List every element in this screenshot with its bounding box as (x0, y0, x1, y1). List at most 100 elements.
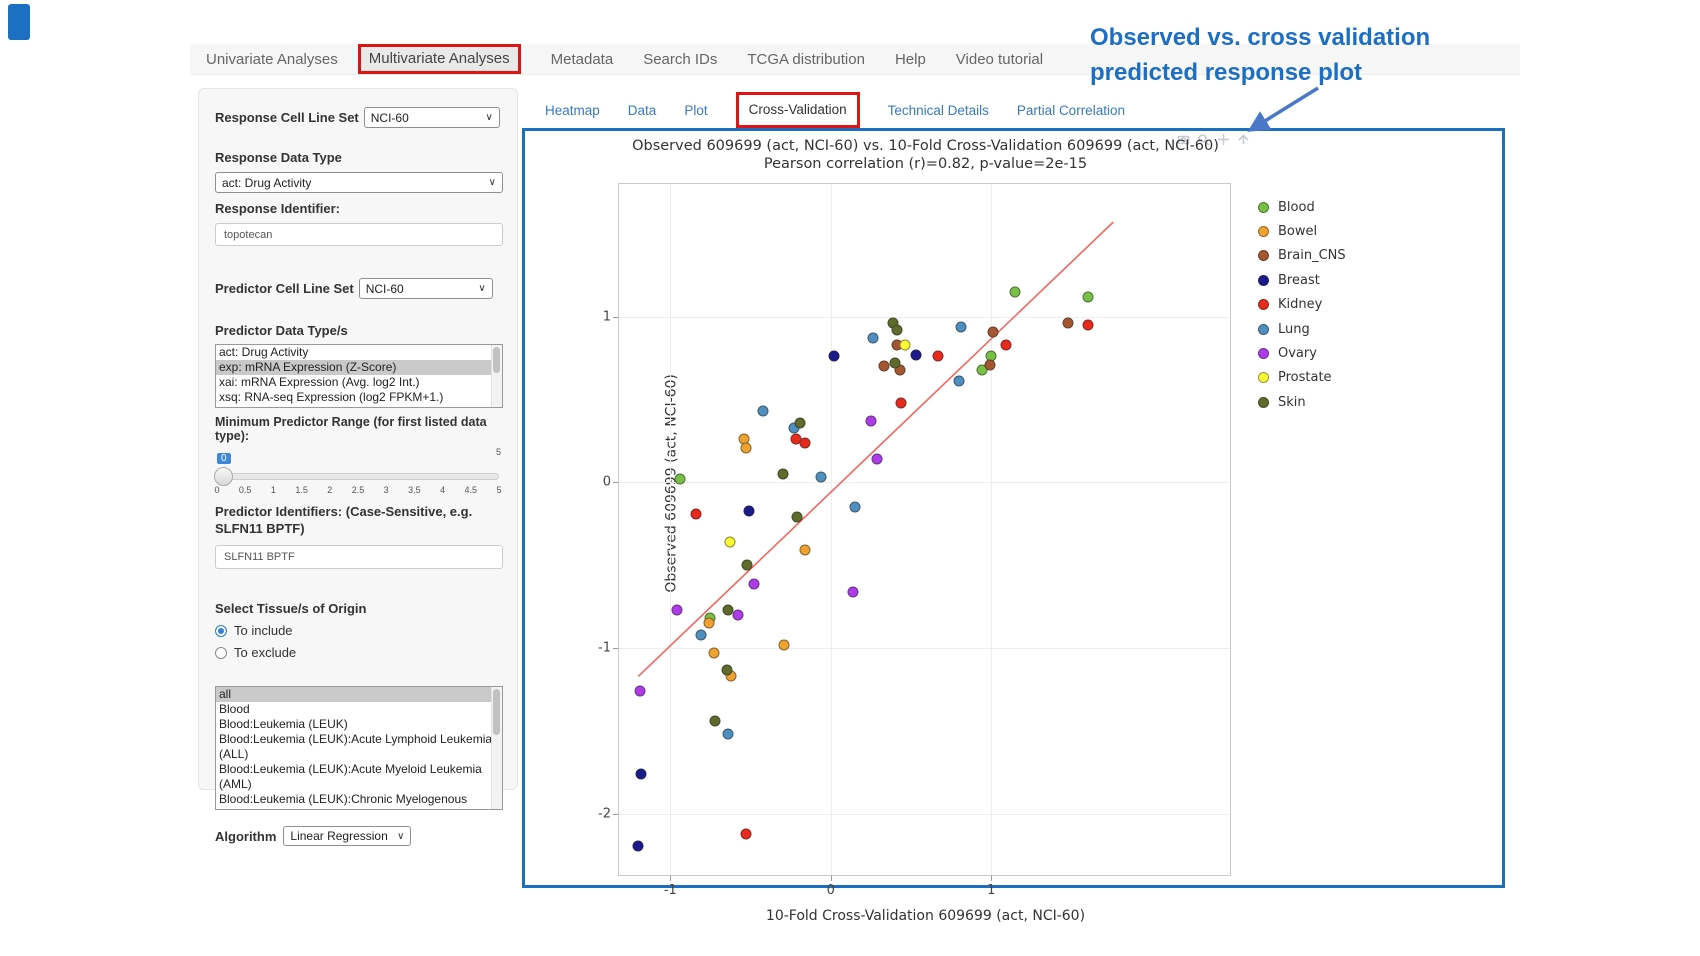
response-data-type-select[interactable]: act: Drug Activity ∨ (215, 172, 503, 193)
result-tabs: Heatmap Data Plot Cross-Validation Technical… (545, 92, 1153, 128)
slider-tick-label: 3 (383, 485, 389, 495)
tab-technical-details[interactable]: Technical Details (887, 102, 989, 118)
tissue-legend: Blood Bowel Brain_CNS Breast Kidney Lung Ovary… (1258, 195, 1346, 415)
annotation-arrow-icon (1247, 86, 1319, 132)
list-option[interactable]: Blood:Leukemia (LEUK):Acute Lymphoid Leu… (219, 732, 493, 761)
legend-item-kidney[interactable]: Kidney (1258, 293, 1346, 317)
radio-icon (215, 646, 227, 659)
radio-to-include[interactable]: To include (215, 623, 501, 638)
y-tick-label: 0 (602, 474, 611, 490)
min-predictor-range-slider: 5 0 0 0.5 1 1.5 2 2.5 3 3.5 4 4.5 5 (214, 447, 502, 497)
nav-tab-video-tutorial[interactable]: Video tutorial (955, 50, 1044, 68)
tab-partial-correlation[interactable]: Partial Correlation (1016, 102, 1125, 118)
tissue-listbox[interactable]: all Blood Blood:Leukemia (LEUK) Blood:Leuke… (215, 686, 503, 810)
data-point-lung (722, 728, 734, 740)
data-point-breast (828, 350, 840, 362)
scatter-plot-area: Observed 609699 (act, NCI-60) 10-Fold Cr… (598, 183, 1231, 924)
legend-item-breast[interactable]: Breast (1258, 268, 1346, 292)
legend-item-skin[interactable]: Skin (1258, 390, 1346, 414)
camera-icon[interactable] (1177, 133, 1190, 146)
slider-tick-label: 2 (327, 485, 333, 495)
x-gridline (670, 184, 672, 875)
predictor-data-types-listbox[interactable]: act: Drug Activity exp: mRNA Expression (… (215, 344, 503, 408)
slider-handle[interactable] (214, 467, 233, 486)
data-point-prostate (724, 536, 736, 548)
x-tickmark (991, 876, 993, 881)
reset-axes-icon[interactable] (1237, 133, 1250, 146)
data-point-lung (695, 629, 707, 641)
predictor-data-types-label: Predictor Data Type/s (215, 323, 348, 338)
slider-tick-label: 4 (440, 485, 446, 495)
legend-color-dot (1258, 201, 1269, 213)
legend-color-dot (1258, 323, 1269, 335)
response-data-type-value: act: Drug Activity (222, 175, 312, 190)
y-tick-label: -1 (598, 640, 611, 656)
list-option[interactable]: Blood (219, 702, 250, 716)
tab-cross-validation[interactable]: Cross-Validation (748, 102, 847, 117)
predictor-cell-line-set-label: Predictor Cell Line Set (215, 281, 354, 296)
list-option[interactable]: exp: mRNA Expression (Z-Score) (216, 360, 502, 375)
pan-icon[interactable] (1217, 133, 1230, 146)
nav-tab-tcga-distribution[interactable]: TCGA distribution (747, 50, 865, 68)
list-option[interactable]: xai: mRNA Expression (Avg. log2 Int.) (219, 375, 420, 389)
list-option[interactable]: xsq: RNA-seq Expression (log2 FPKM+1.) (219, 390, 444, 404)
nav-tab-univariate-analyses[interactable]: Univariate Analyses (206, 50, 338, 68)
legend-item-blood[interactable]: Blood (1258, 195, 1346, 219)
slider-max-label: 5 (495, 447, 501, 457)
algorithm-label: Algorithm (215, 828, 277, 844)
data-point-ovary (671, 604, 683, 616)
data-point-breast (632, 840, 644, 851)
x-gridline (830, 184, 832, 875)
chevron-down-icon: ∨ (478, 283, 486, 294)
response-identifier-input[interactable]: topotecan (215, 223, 503, 246)
data-point-kidney (1082, 319, 1094, 331)
legend-item-lung[interactable]: Lung (1258, 317, 1346, 341)
nav-tab-search-ids[interactable]: Search IDs (643, 50, 718, 68)
zoom-icon[interactable] (1197, 133, 1210, 146)
list-option[interactable]: Blood:Leukemia (LEUK):Chronic Myelogenou… (219, 792, 468, 809)
legend-label: Ovary (1278, 346, 1317, 362)
radio-to-include-label: To include (234, 623, 293, 638)
y-gridline (619, 316, 1230, 318)
tissue-origin-label: Select Tissue/s of Origin (215, 601, 367, 616)
data-point-skin (741, 559, 753, 571)
list-option[interactable]: all (216, 687, 502, 702)
scrollbar[interactable] (491, 345, 502, 407)
slider-track[interactable] (214, 467, 499, 486)
main-navbar: Univariate Analyses Multivariate Analyses… (190, 44, 1520, 75)
y-tick-label: -2 (598, 806, 611, 822)
x-gridline (991, 184, 993, 875)
data-point-kidney (740, 828, 752, 840)
list-option[interactable]: act: Drug Activity (219, 345, 309, 359)
radio-to-exclude[interactable]: To exclude (215, 645, 501, 660)
x-axis-title: 10-Fold Cross-Validation 609699 (act, NC… (765, 908, 1086, 924)
slider-tick-label: 0.5 (238, 485, 252, 495)
nav-tab-metadata[interactable]: Metadata (550, 50, 614, 68)
legend-color-dot (1258, 396, 1269, 408)
legend-item-brain_cns[interactable]: Brain_CNS (1258, 244, 1346, 268)
predictor-identifiers-input[interactable]: SLFN11 BPTF (215, 545, 503, 569)
list-option[interactable]: Blood:Leukemia (LEUK) (219, 717, 348, 731)
list-option[interactable]: Blood:Leukemia (LEUK):Acute Myeloid Leuk… (219, 762, 482, 791)
legend-label: Prostate (1278, 370, 1332, 386)
response-cell-line-set-select[interactable]: NCI-60 ∨ (363, 107, 500, 128)
x-tick-label: 0 (826, 883, 835, 898)
scrollbar[interactable] (491, 687, 502, 809)
y-tickmark (613, 648, 618, 650)
algorithm-select[interactable]: Linear Regression ∨ (283, 826, 412, 846)
data-point-breast (635, 768, 647, 780)
nav-tab-help[interactable]: Help (894, 50, 926, 68)
data-point-bowel (740, 442, 752, 454)
data-point-skin (722, 604, 734, 616)
analysis-settings-panel: Response Cell Line Set NCI-60 ∨ Response… (198, 88, 518, 846)
predictor-cell-line-set-select[interactable]: NCI-60 ∨ (358, 278, 493, 299)
data-point-ovary (732, 609, 744, 621)
legend-item-bowel[interactable]: Bowel (1258, 219, 1346, 243)
legend-item-ovary[interactable]: Ovary (1258, 341, 1346, 365)
nav-tab-multivariate-analyses[interactable]: Multivariate Analyses (368, 50, 510, 67)
tab-plot[interactable]: Plot (684, 102, 708, 118)
tab-heatmap[interactable]: Heatmap (545, 102, 600, 118)
tab-data[interactable]: Data (627, 102, 657, 118)
response-identifier-value: topotecan (224, 228, 273, 241)
legend-item-prostate[interactable]: Prostate (1258, 366, 1346, 390)
